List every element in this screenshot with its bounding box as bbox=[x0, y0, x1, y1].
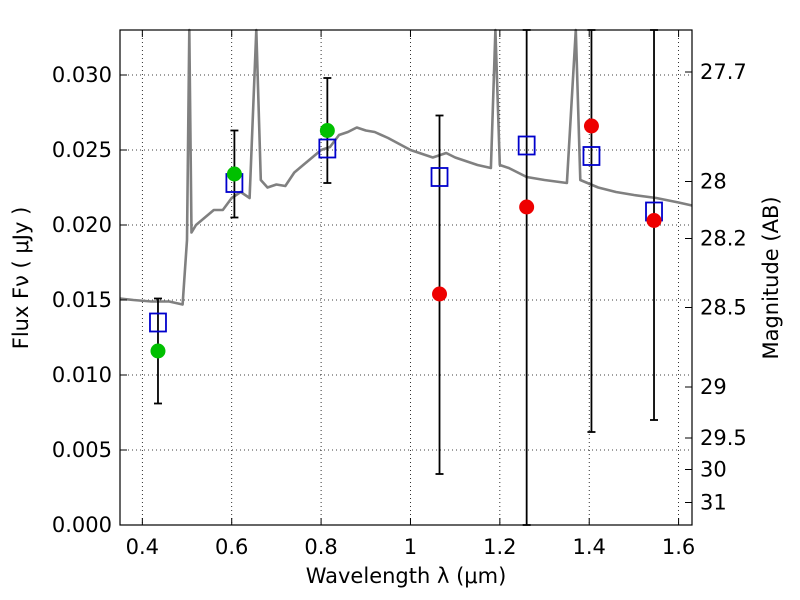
y-tick-label: 0.005 bbox=[52, 438, 112, 462]
y-tick-label: 0.015 bbox=[52, 288, 112, 312]
data-point-square bbox=[430, 167, 449, 187]
data-point-circle bbox=[646, 213, 662, 228]
x-tick-label: 0.4 bbox=[126, 535, 159, 559]
data-point-circle bbox=[583, 118, 599, 134]
x-tick-label: 1 bbox=[404, 535, 417, 559]
right-tick-label: 27.7 bbox=[700, 60, 747, 84]
right-tick-label: 28 bbox=[700, 170, 727, 194]
data-point-circle bbox=[432, 286, 448, 302]
data-point-square bbox=[582, 146, 601, 166]
right-tick-label: 31 bbox=[700, 491, 727, 515]
x-axis-label: Wavelength λ (μm) bbox=[306, 564, 507, 588]
model-sed-line bbox=[119, 28, 693, 306]
data-point-square bbox=[517, 135, 536, 156]
markers bbox=[149, 118, 663, 359]
x-tick-label: 1.2 bbox=[483, 535, 516, 559]
plot-frame bbox=[119, 29, 693, 526]
right-tick-label: 30 bbox=[700, 458, 727, 482]
y-axis-label: Flux Fν ( μJy ) bbox=[9, 207, 33, 350]
right-tick-label: 28.5 bbox=[700, 296, 747, 320]
data-point-circle bbox=[150, 343, 166, 359]
right-tick-label: 28.2 bbox=[700, 227, 747, 251]
x-tick-label: 0.8 bbox=[304, 535, 337, 559]
data-point-circle bbox=[226, 166, 242, 182]
x-tick-label: 0.6 bbox=[215, 535, 248, 559]
y-tick-label: 0.025 bbox=[52, 138, 112, 162]
model-sed bbox=[119, 28, 693, 306]
data-point-square bbox=[318, 138, 337, 159]
right-tick-label: 29 bbox=[700, 375, 727, 399]
x-tick-label: 1.6 bbox=[662, 535, 695, 559]
y-tick-label: 0.030 bbox=[52, 63, 112, 87]
data-point-square bbox=[149, 312, 167, 333]
right-tick-label: 29.5 bbox=[700, 426, 747, 450]
y-tick-label: 0.000 bbox=[52, 513, 112, 537]
ticks: 0.4 0.6 0.8 1 1.2 1.4 1.6 0.000 0.005 0.010 0.015 0… bbox=[52, 30, 747, 559]
y-tick-label: 0.020 bbox=[52, 213, 112, 237]
data-point-circle bbox=[319, 123, 335, 138]
data-point-circle bbox=[519, 199, 535, 215]
y-tick-label: 0.010 bbox=[52, 363, 112, 387]
y-axis-label-right: Magnitude (AB) bbox=[759, 196, 783, 359]
x-tick-label: 1.4 bbox=[573, 535, 606, 559]
